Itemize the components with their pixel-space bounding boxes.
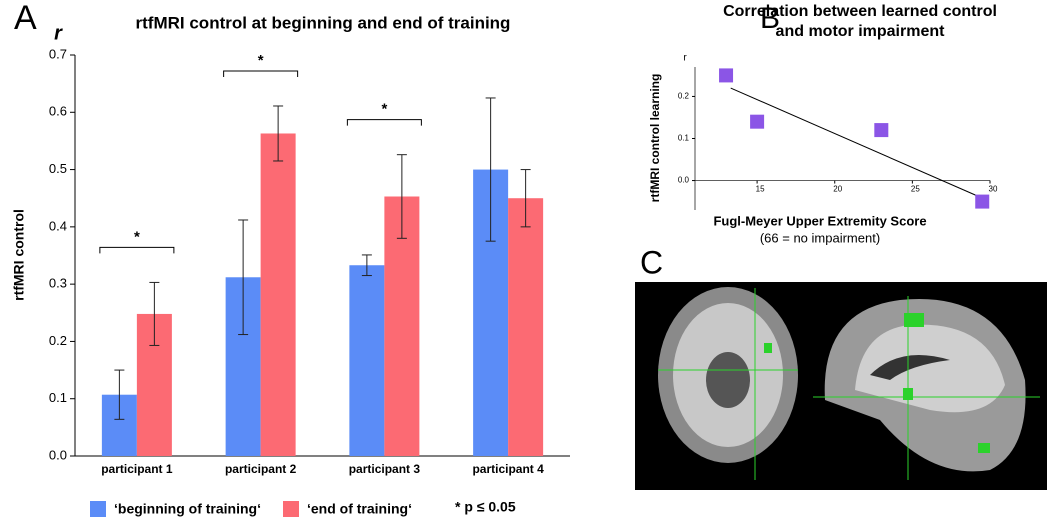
significance-bracket bbox=[99, 246, 175, 254]
chart-title: rtfMRI control at beginning and end of t… bbox=[136, 13, 511, 32]
legend-label: ‘beginning of training‘ bbox=[114, 501, 261, 517]
y-axis-label: rtfMRI control learning bbox=[648, 74, 662, 203]
point bbox=[750, 114, 765, 129]
y-tick-label: 0.7 bbox=[49, 46, 67, 61]
legend-swatch bbox=[283, 501, 299, 517]
significance-label: * bbox=[258, 52, 264, 69]
y-unit: r bbox=[54, 22, 63, 44]
activation bbox=[904, 313, 924, 327]
x-axis-label: Fugl-Meyer Upper Extremity Score bbox=[713, 213, 926, 228]
activation bbox=[764, 343, 772, 353]
y-tick-label: 0.5 bbox=[49, 161, 67, 176]
y-tick-label: 0.0 bbox=[49, 447, 67, 462]
chart-title: and motor impairment bbox=[776, 23, 946, 40]
point bbox=[975, 194, 990, 209]
y-tick-label: 0.0 bbox=[678, 176, 690, 185]
ventricle bbox=[870, 355, 950, 380]
y-axis-label: rtfMRI control bbox=[11, 209, 27, 301]
legend-swatch bbox=[90, 501, 106, 517]
significance-bracket bbox=[346, 119, 422, 126]
x-tick-label: participant 4 bbox=[472, 462, 544, 476]
legend-label: ‘end of training‘ bbox=[307, 501, 412, 517]
bar bbox=[508, 198, 544, 456]
x-tick-label: 30 bbox=[989, 185, 998, 194]
point bbox=[874, 123, 889, 138]
axial-slice-core bbox=[706, 352, 750, 408]
significance-label: * bbox=[134, 228, 140, 245]
significance-bracket bbox=[223, 70, 299, 77]
bar bbox=[260, 133, 296, 456]
bar bbox=[384, 196, 420, 456]
y-tick-label: 0.3 bbox=[49, 276, 67, 291]
y-tick-label: 0.2 bbox=[678, 92, 690, 101]
x-tick-label: 20 bbox=[833, 185, 842, 194]
x-tick-label: participant 3 bbox=[349, 462, 421, 476]
y-tick-label: 0.6 bbox=[49, 104, 67, 119]
x-tick-label: participant 2 bbox=[225, 462, 297, 476]
y-tick-label: 0.1 bbox=[678, 134, 690, 143]
significance-note: * p ≤ 0.05 bbox=[455, 499, 516, 515]
activation bbox=[903, 388, 913, 400]
y-tick-label: 0.4 bbox=[49, 218, 67, 233]
panel-label: C bbox=[640, 244, 663, 280]
panel-label: A bbox=[14, 0, 37, 37]
significance-label: * bbox=[381, 101, 387, 118]
point bbox=[719, 68, 734, 83]
chart-title: Correlation between learned control bbox=[723, 3, 997, 20]
sagittal-slice-inner bbox=[855, 324, 1005, 413]
bar bbox=[349, 265, 385, 456]
brain-images bbox=[635, 282, 1047, 490]
panel-label: B bbox=[760, 2, 780, 35]
y-tick-label: 0.1 bbox=[49, 390, 67, 405]
y-unit: r bbox=[683, 53, 687, 64]
x-tick-label: participant 1 bbox=[101, 462, 173, 476]
y-tick-label: 0.2 bbox=[49, 333, 67, 348]
x-tick-label: 25 bbox=[911, 185, 920, 194]
activation bbox=[978, 443, 990, 453]
trend-line bbox=[730, 87, 981, 198]
x-axis-note: (66 = no impairment) bbox=[760, 230, 880, 245]
x-tick-label: 15 bbox=[756, 185, 765, 194]
